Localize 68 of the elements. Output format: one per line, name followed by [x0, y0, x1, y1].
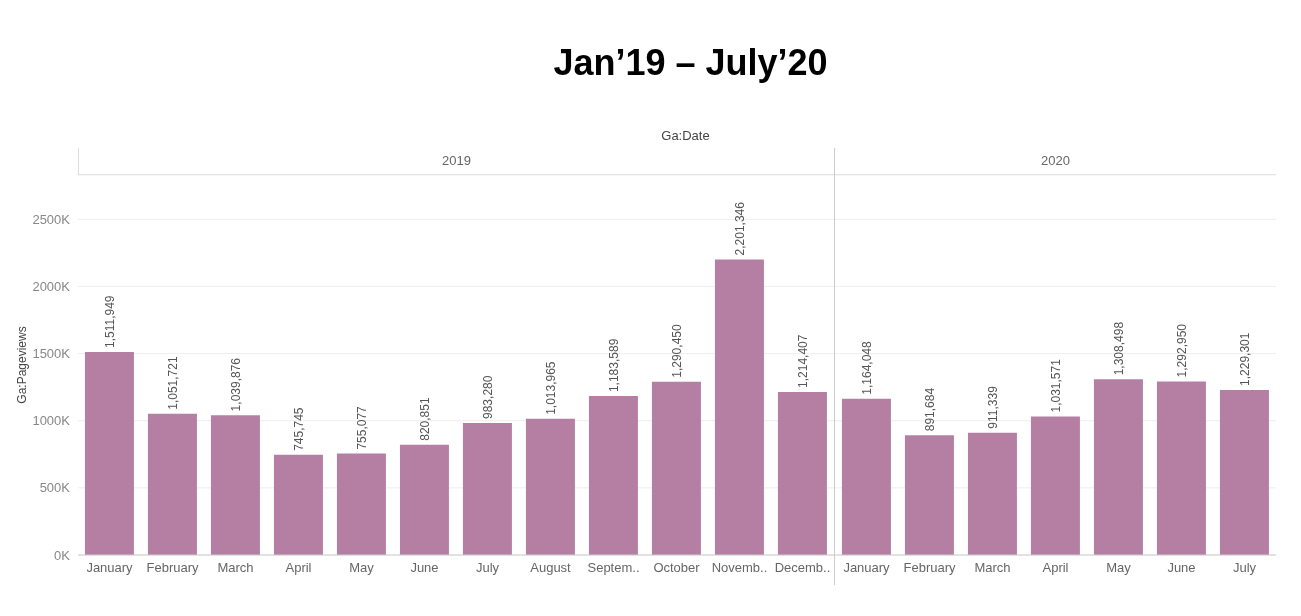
bar: [714, 259, 764, 555]
bar: [777, 391, 827, 555]
x-tick-label: Septem..: [587, 560, 640, 576]
data-label: 1,308,498: [1111, 321, 1126, 376]
x-tick-label: May: [1106, 560, 1132, 576]
y-tick-label: 0K: [54, 547, 71, 563]
x-tick-label: March: [974, 560, 1011, 576]
data-label: 1,031,571: [1048, 358, 1063, 413]
x-tick-label: Decemb..: [774, 560, 831, 576]
data-label: 891,684: [922, 387, 937, 432]
y-tick-label: 2000K: [32, 279, 71, 295]
bar: [399, 444, 449, 555]
data-label: 1,511,949: [102, 295, 117, 348]
bar: [1030, 416, 1080, 555]
text: Ga:Date: [660, 127, 711, 145]
data-label: 1,183,589: [606, 338, 621, 393]
bar: [904, 435, 954, 555]
x-tick-label: June: [1167, 560, 1196, 576]
bar: [210, 415, 260, 555]
x-tick-label: June: [410, 560, 439, 576]
bar: [651, 381, 701, 555]
data-label: 1,214,407: [795, 334, 810, 388]
x-tick-label: January: [86, 560, 134, 576]
bar: [462, 422, 512, 555]
x-tick-label: May: [349, 560, 375, 576]
data-label: 745,745: [291, 407, 306, 451]
chart-title: 2020: [835, 148, 1276, 175]
bar: [841, 398, 891, 555]
data-label: 983,280: [480, 375, 495, 419]
chart-title: 2019: [78, 148, 834, 175]
bar: [336, 453, 386, 555]
data-label: 1,229,301: [1237, 332, 1252, 386]
x-tick-label: July: [1232, 560, 1257, 576]
x-tick-label: April: [1042, 560, 1069, 576]
y-tick-label: 500K: [39, 480, 71, 496]
bar: [1156, 381, 1206, 555]
text: Jan’19 – July’20: [552, 41, 829, 85]
y-axis-title: Ga:Pageviews: [15, 326, 30, 404]
data-label: 820,851: [417, 397, 432, 441]
data-label: 1,164,048: [859, 340, 874, 395]
data-label: 1,039,876: [228, 357, 243, 412]
data-label: 1,051,721: [165, 356, 180, 410]
x-tick-label: July: [475, 560, 500, 576]
bar: [1219, 389, 1269, 555]
x-tick-label: February: [903, 560, 956, 576]
bar: [147, 413, 197, 555]
x-tick-label: January: [843, 560, 891, 576]
data-label: 2,201,346: [732, 201, 747, 256]
data-label: 1,013,965: [543, 361, 558, 415]
data-label: 755,077: [354, 405, 369, 450]
bar: [84, 351, 134, 555]
x-tick-label: October: [653, 560, 701, 576]
bar: [1093, 379, 1143, 555]
bar: [588, 396, 638, 555]
x-tick-label: Novemb..: [711, 560, 768, 576]
y-tick-label: 1000K: [32, 413, 71, 429]
y-tick-label: 2500K: [32, 211, 71, 227]
x-tick-label: August: [530, 560, 572, 576]
x-tick-label: March: [217, 560, 254, 576]
bar: [273, 454, 323, 555]
bar: [967, 432, 1017, 555]
data-label: 911,339: [985, 385, 1000, 429]
y-tick-label: 1500K: [32, 346, 71, 362]
data-label: 1,292,950: [1174, 323, 1189, 378]
x-tick-label: April: [285, 560, 312, 576]
data-label: 1,290,450: [669, 324, 684, 378]
x-tick-label: February: [146, 560, 199, 576]
bar: [525, 418, 575, 555]
